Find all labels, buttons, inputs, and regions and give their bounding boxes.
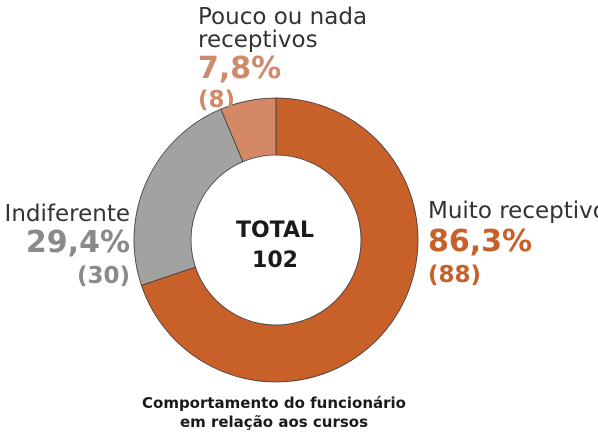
slice-muito-receptivos xyxy=(140,97,419,383)
label-indiferente-name: Indiferente xyxy=(4,201,130,227)
label-pouco-name-line1: Pouco ou nada xyxy=(198,4,368,30)
label-muito-count: (88) xyxy=(428,262,482,288)
label-muito-name: Muito receptivos xyxy=(428,198,598,224)
slice-indiferente xyxy=(133,108,244,286)
label-pouco-pct: 7,8% xyxy=(198,51,282,86)
chart-caption-line1: Comportamento do funcionário xyxy=(142,394,406,412)
label-indiferente-pct: 29,4% xyxy=(25,225,130,260)
center-total-label: TOTAL xyxy=(235,218,315,243)
chart-caption-line2: em relação aos cursos xyxy=(179,413,369,431)
label-pouco-name-line2: receptivos xyxy=(198,27,318,53)
center-total-value: 102 xyxy=(252,248,298,273)
label-indiferente-count: (30) xyxy=(76,263,130,289)
slice-pouco-receptivos xyxy=(220,97,277,163)
label-muito-pct: 86,3% xyxy=(428,224,533,259)
label-pouco-count: (8) xyxy=(198,87,236,113)
